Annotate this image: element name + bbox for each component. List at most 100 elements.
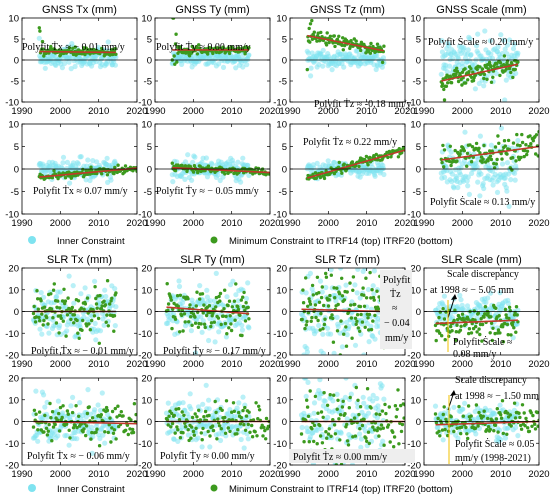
- inner-point: [320, 47, 326, 54]
- minimum-point: [51, 288, 56, 292]
- y-tick-label: 10: [8, 120, 19, 131]
- minimum-point: [331, 340, 336, 344]
- minimum-point: [331, 41, 335, 45]
- inner-point: [488, 142, 494, 148]
- annotation-slr-scale-bot-2: at 1998 ≈ − 1.50 mm: [455, 391, 539, 402]
- y-tick-label: -20: [138, 461, 152, 472]
- minimum-point: [96, 316, 101, 321]
- minimum-point: [535, 410, 539, 415]
- minimum-point: [511, 156, 515, 160]
- inner-point: [325, 325, 331, 331]
- minimum-point: [537, 130, 539, 134]
- minimum-point: [87, 168, 92, 172]
- minimum-point: [513, 416, 518, 420]
- annotation-slr-scale-bot-1: Scale discrepancy: [455, 375, 527, 386]
- fit-line: [441, 145, 539, 161]
- y-tick-label: -10: [138, 439, 152, 450]
- y-tick-label: -10: [5, 210, 19, 221]
- minimum-point: [314, 176, 318, 180]
- y-tick-label: 5: [14, 142, 19, 153]
- minimum-point: [322, 176, 327, 181]
- minimum-point: [308, 40, 312, 44]
- minimum-point: [473, 426, 478, 430]
- inner-point: [507, 37, 513, 43]
- inner-point: [305, 50, 311, 56]
- inner-point: [66, 273, 72, 279]
- minimum-point: [511, 141, 516, 145]
- minimum-point: [45, 315, 49, 320]
- minimum-point: [398, 421, 402, 425]
- y-tick-label: 10: [410, 14, 421, 25]
- fit-line: [166, 306, 249, 315]
- inner-point: [438, 71, 444, 77]
- minimum-point: [362, 417, 366, 422]
- minimum-point: [331, 418, 335, 422]
- inner-point: [510, 46, 517, 52]
- x-tick-label: 2010: [356, 359, 377, 370]
- minimum-point: [46, 322, 50, 326]
- y-tick-label: 0: [416, 307, 421, 318]
- annotation-slr-tz-bot-box: [289, 449, 415, 463]
- minimum-point: [341, 48, 345, 52]
- minimum-point: [227, 51, 232, 56]
- x-tick-label: 2020: [126, 469, 147, 480]
- y-tick-label: 5: [416, 35, 421, 46]
- minimum-point: [453, 338, 458, 342]
- minimum-point: [505, 432, 509, 436]
- inner-point: [364, 320, 370, 327]
- annotation-gnss-tz-bot: Polyfit Ṫz ≈ 0.22 mm/y: [303, 136, 397, 148]
- minimum-point: [35, 289, 39, 293]
- minimum-point: [177, 308, 181, 312]
- inner-point: [318, 426, 324, 432]
- inner-point: [100, 432, 106, 438]
- minimum-point: [477, 146, 481, 150]
- minimum-point: [193, 321, 198, 325]
- inner-point: [467, 36, 473, 42]
- x-tick-label: 1990: [11, 359, 32, 370]
- minimum-point: [335, 286, 339, 290]
- x-tick-label: 2010: [88, 359, 109, 370]
- inner-point: [93, 337, 99, 343]
- minimum-point: [117, 413, 122, 417]
- minimum-point: [223, 321, 228, 326]
- minimum-point: [489, 321, 494, 325]
- minimum-point: [256, 166, 261, 171]
- minimum-point: [47, 422, 51, 427]
- inner-point: [374, 415, 380, 421]
- minimum-point: [74, 404, 78, 408]
- y-tick-label: 0: [282, 56, 287, 67]
- minimum-point: [514, 330, 518, 334]
- minimum-point: [235, 432, 239, 436]
- minimum-point: [100, 304, 104, 308]
- plot-area: [304, 18, 387, 79]
- inner-point: [74, 436, 80, 442]
- minimum-point: [121, 414, 125, 418]
- inner-point: [195, 435, 201, 441]
- minimum-point: [70, 305, 75, 310]
- inner-point: [502, 175, 508, 181]
- minimum-point: [40, 39, 45, 44]
- minimum-point: [534, 133, 539, 137]
- inner-point: [328, 331, 334, 337]
- inner-point: [55, 398, 62, 404]
- minimum-point: [308, 22, 313, 26]
- inner-point: [239, 53, 245, 59]
- minimum-point: [449, 415, 453, 419]
- minimum-point: [381, 426, 385, 430]
- minimum-point: [489, 80, 494, 85]
- annotation-gnss-scale-bot: Polyfit Ṡcale ≈ 0.13 mm/y: [430, 196, 535, 208]
- minimum-point: [87, 405, 91, 409]
- minimum-point: [56, 418, 60, 422]
- inner-point: [474, 164, 480, 170]
- minimum-point: [496, 430, 500, 434]
- x-tick-label: 2000: [183, 106, 204, 117]
- x-tick-label: 2010: [221, 359, 242, 370]
- minimum-point: [34, 315, 38, 319]
- minimum-point: [477, 327, 481, 331]
- minimum-point: [345, 422, 349, 427]
- minimum-point: [524, 143, 528, 147]
- minimum-point: [103, 303, 108, 307]
- minimum-point: [307, 26, 311, 31]
- minimum-point: [441, 307, 445, 311]
- minimum-point: [116, 404, 120, 408]
